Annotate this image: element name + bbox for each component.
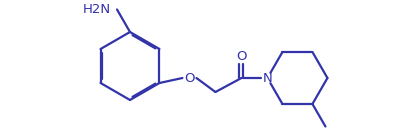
Text: O: O [236, 50, 246, 62]
Text: O: O [184, 72, 194, 84]
Text: N: N [262, 72, 272, 84]
Text: H2N: H2N [83, 3, 111, 16]
